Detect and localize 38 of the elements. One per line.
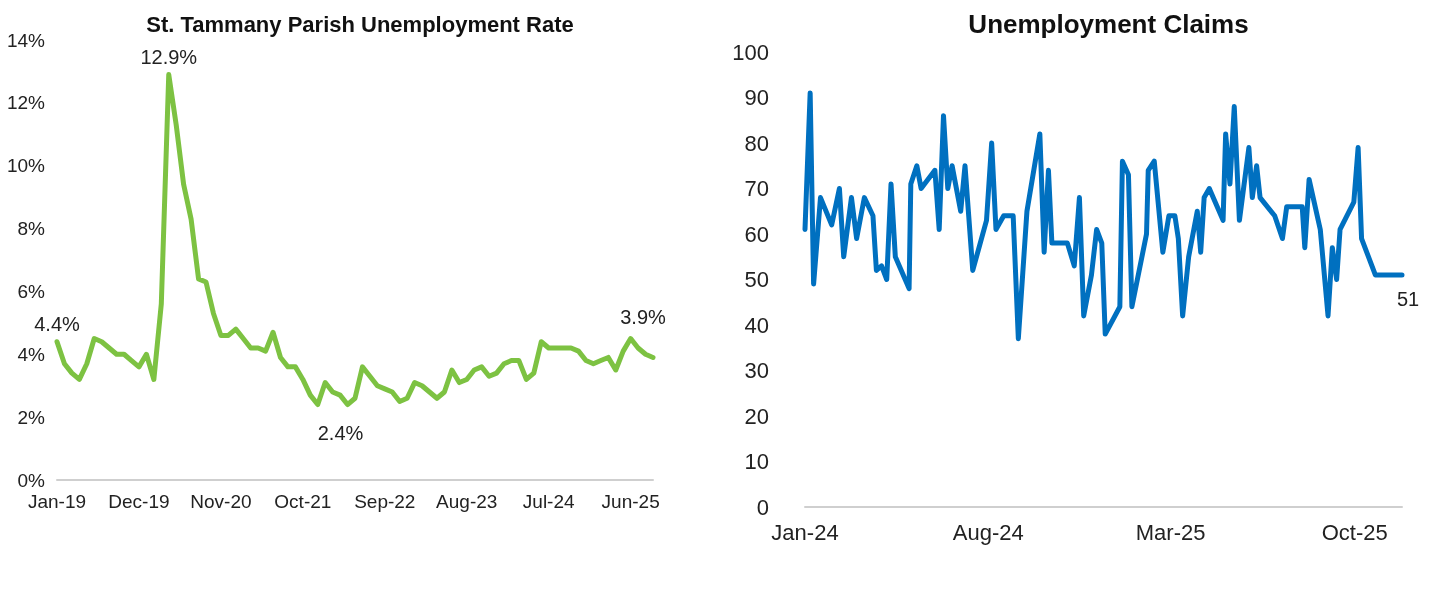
x-tick-label: Oct-25 [1321, 519, 1388, 545]
y-tick-label: 80 [744, 130, 769, 156]
x-tick-label: Aug-23 [436, 491, 498, 512]
x-tick-label: Mar-25 [1135, 519, 1206, 545]
y-tick-label: 0 [756, 494, 769, 520]
x-tick-label: Jan-24 [771, 519, 839, 545]
data-label: 2.4% [317, 421, 364, 444]
y-tick-label: 70 [744, 176, 769, 201]
y-tick-label: 4% [17, 343, 46, 365]
y-tick-label: 40 [744, 312, 769, 338]
y-tick-label: 20 [744, 403, 769, 429]
y-tick-label: 50 [744, 267, 769, 292]
x-tick-label: Jan-19 [27, 491, 87, 512]
y-tick-label: 6% [17, 280, 46, 302]
y-tick-label: 100 [732, 39, 769, 65]
y-tick-label: 10% [6, 155, 46, 177]
y-tick-label: 10 [744, 449, 769, 474]
y-tick-label: 30 [744, 358, 769, 383]
x-tick-label: Aug-24 [952, 519, 1024, 545]
y-tick-label: 8% [17, 218, 46, 240]
data-label: 51 [1396, 287, 1420, 310]
data-label: 3.9% [620, 306, 667, 329]
y-tick-label: 90 [744, 85, 769, 110]
y-tick-label: 2% [17, 406, 46, 428]
y-tick-label: 12% [6, 92, 46, 114]
data-label: 4.4% [34, 312, 81, 335]
x-tick-label: Dec-19 [108, 491, 170, 512]
y-tick-label: 14% [6, 29, 46, 51]
y-tick-label: 60 [744, 221, 769, 247]
y-tick-label: 0% [17, 469, 46, 491]
x-tick-label: Sep-22 [354, 491, 416, 512]
chart-title: St. Tammany Parish Unemployment Rate [146, 11, 574, 37]
x-tick-label: Oct-21 [274, 491, 332, 512]
x-tick-label: Nov-20 [190, 491, 252, 512]
x-tick-label: Jul-24 [522, 491, 576, 512]
x-tick-label: Jun-25 [601, 491, 660, 512]
chart-title: Unemployment Claims [968, 9, 1249, 39]
data-label: 12.9% [140, 45, 198, 68]
